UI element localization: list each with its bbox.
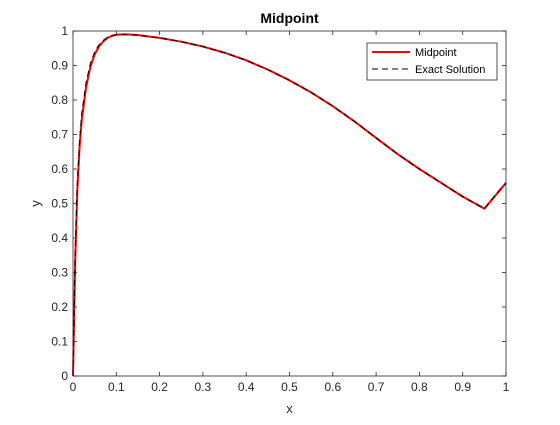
x-tick-label: 0.4 bbox=[238, 380, 255, 394]
series-line-exact-solution bbox=[72, 33, 507, 377]
axes-layer: 0 0.1 0.2 0.3 0.4 0.5 0.6 0.7 0.8 0.9 1 0 0.1 0.2 0.3 0… bbox=[51, 24, 509, 394]
x-tick-label: 0.9 bbox=[454, 380, 471, 394]
plot-area bbox=[73, 31, 506, 376]
y-axis-label: y bbox=[28, 200, 43, 207]
x-tick-label: 0.3 bbox=[195, 380, 212, 394]
y-tick-label: 0.7 bbox=[51, 128, 68, 142]
legend-label-exact: Exact Solution bbox=[415, 64, 485, 76]
x-tick-label: 1 bbox=[503, 380, 510, 394]
y-tick-label: 0.4 bbox=[51, 231, 68, 245]
chart-title: Midpoint bbox=[260, 10, 319, 26]
y-tick-label: 0 bbox=[61, 369, 68, 383]
legend-label-midpoint: Midpoint bbox=[415, 47, 457, 59]
x-tick-label: 0.6 bbox=[324, 380, 341, 394]
x-tick-label: 0.8 bbox=[411, 380, 428, 394]
y-tick-label: 0.2 bbox=[51, 300, 68, 314]
y-tick-label: 1 bbox=[61, 24, 68, 38]
x-tick-label: 0.5 bbox=[281, 380, 298, 394]
y-tick-label: 0.6 bbox=[51, 162, 68, 176]
legend-box bbox=[366, 42, 498, 81]
series-layer bbox=[72, 33, 507, 377]
y-tick-label: 0.3 bbox=[51, 266, 68, 280]
y-tick-label: 0.9 bbox=[51, 59, 68, 73]
y-tick-label: 0.8 bbox=[51, 93, 68, 107]
x-tick-label: 0 bbox=[70, 380, 77, 394]
x-tick-label: 0.1 bbox=[108, 380, 125, 394]
y-tick-label: 0.5 bbox=[51, 197, 68, 211]
legend: Midpoint Exact Solution bbox=[366, 42, 498, 81]
x-axis-label: x bbox=[286, 401, 293, 416]
x-tick-label: 0.2 bbox=[151, 380, 168, 394]
x-tick-label: 0.7 bbox=[368, 380, 385, 394]
y-tick-label: 0.1 bbox=[51, 335, 68, 349]
